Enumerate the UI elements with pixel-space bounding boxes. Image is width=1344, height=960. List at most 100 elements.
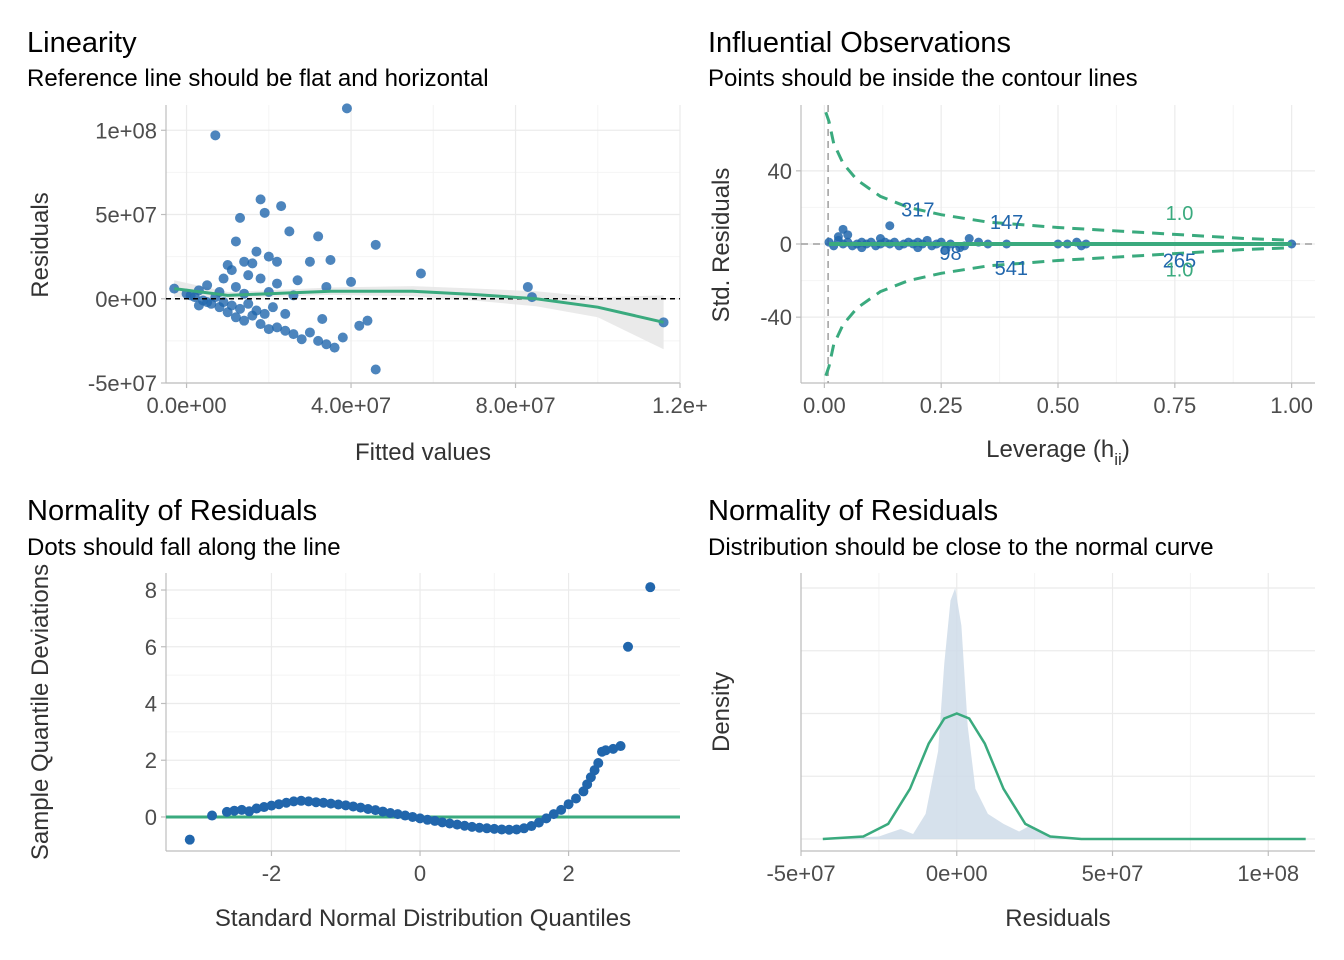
point-label: 147 — [990, 212, 1023, 234]
data-point — [645, 582, 656, 593]
data-point — [964, 234, 974, 244]
data-point — [392, 809, 403, 820]
y-tick-label: 4 — [145, 691, 157, 716]
data-point — [243, 270, 254, 281]
data-point — [207, 810, 218, 821]
data-point — [400, 810, 411, 821]
x-axis-label-close: ) — [1122, 436, 1130, 463]
data-point — [226, 265, 237, 276]
data-point — [210, 130, 221, 141]
y-tick-label: -40 — [760, 305, 792, 330]
data-point — [354, 320, 365, 331]
x-axis-label: Fitted values — [355, 439, 491, 466]
data-point — [489, 823, 500, 834]
data-point — [304, 256, 315, 267]
data-point — [370, 239, 381, 250]
data-point — [218, 297, 229, 308]
data-point — [623, 641, 634, 652]
y-axis-label: Std. Residuals — [708, 168, 735, 323]
data-point — [193, 300, 204, 311]
data-point — [429, 815, 440, 826]
data-point — [481, 823, 492, 834]
point-label: 98 — [939, 243, 961, 265]
data-point — [340, 800, 351, 811]
data-point — [229, 805, 240, 816]
panel-title: Normality of Residuals — [708, 495, 998, 527]
point-label: 317 — [901, 199, 934, 221]
x-tick-label: 0 — [414, 861, 426, 886]
data-point — [563, 799, 574, 810]
data-point — [415, 813, 426, 824]
data-point — [255, 194, 266, 205]
x-axis-label: Residuals — [1005, 905, 1110, 932]
x-tick-label: 0.25 — [920, 393, 963, 418]
data-point — [280, 325, 291, 336]
data-point — [533, 817, 544, 828]
y-tick-label: 5e+07 — [95, 203, 157, 228]
contour-label: 1.0 — [1166, 203, 1194, 225]
normal-curve — [822, 712, 1306, 841]
data-point — [325, 798, 336, 809]
x-axis-label-subscript: ii — [1114, 450, 1122, 469]
data-point — [276, 201, 287, 212]
y-tick-label: 8 — [145, 578, 157, 603]
y-axis-label: Density — [708, 672, 735, 752]
data-point — [467, 821, 478, 832]
y-tick-label: 0e+00 — [95, 287, 157, 312]
panel-subtitle: Dots should fall along the line — [27, 534, 341, 561]
data-point — [247, 258, 258, 269]
data-point — [230, 312, 241, 323]
data-point — [239, 256, 250, 267]
data-point — [318, 797, 329, 808]
x-tick-label: 0.75 — [1153, 393, 1196, 418]
data-point — [235, 303, 246, 314]
data-point — [230, 281, 241, 292]
y-tick-label: 40 — [768, 159, 792, 184]
panel-title: Influential Observations — [708, 27, 1011, 59]
data-point — [504, 824, 515, 835]
x-axis-label-main: Leverage (h — [986, 436, 1114, 463]
data-point — [370, 805, 381, 816]
data-point — [251, 305, 262, 316]
data-point — [321, 339, 332, 350]
point-label: 541 — [995, 258, 1028, 280]
data-point — [385, 807, 396, 818]
data-point — [615, 741, 626, 752]
data-point — [284, 226, 295, 237]
data-point — [235, 212, 246, 223]
qq-panel: Normality of Residuals Dots should fall … — [27, 495, 680, 932]
data-point — [415, 268, 426, 279]
confidence-band — [174, 280, 664, 350]
data-point — [459, 820, 470, 831]
data-point — [259, 207, 270, 218]
data-point — [526, 821, 537, 832]
data-point — [556, 804, 567, 815]
data-point — [296, 334, 307, 345]
y-axis-label: Sample Quantile Deviations — [27, 564, 54, 860]
data-point — [263, 251, 274, 262]
x-tick-label: 1.00 — [1270, 393, 1313, 418]
x-tick-label: 0.0e+00 — [146, 393, 226, 418]
data-point — [548, 809, 559, 820]
data-point — [273, 799, 284, 810]
data-point — [221, 806, 232, 817]
data-point — [511, 824, 522, 835]
data-point — [311, 797, 322, 808]
data-point — [843, 230, 853, 240]
data-point — [317, 313, 328, 324]
x-axis-label: Standard Normal Distribution Quantiles — [215, 905, 631, 932]
data-point — [346, 276, 357, 287]
data-point — [280, 308, 291, 319]
data-point — [239, 315, 250, 326]
data-point — [272, 256, 283, 267]
data-point — [422, 814, 433, 825]
data-point — [355, 802, 366, 813]
data-point — [370, 364, 381, 375]
empirical-density-area — [822, 588, 1306, 839]
data-point — [259, 802, 270, 813]
data-point — [313, 231, 324, 242]
data-point — [272, 322, 283, 333]
data-point — [474, 822, 485, 833]
y-tick-label: 6 — [145, 635, 157, 660]
panel-subtitle: Distribution should be close to the norm… — [708, 534, 1214, 561]
